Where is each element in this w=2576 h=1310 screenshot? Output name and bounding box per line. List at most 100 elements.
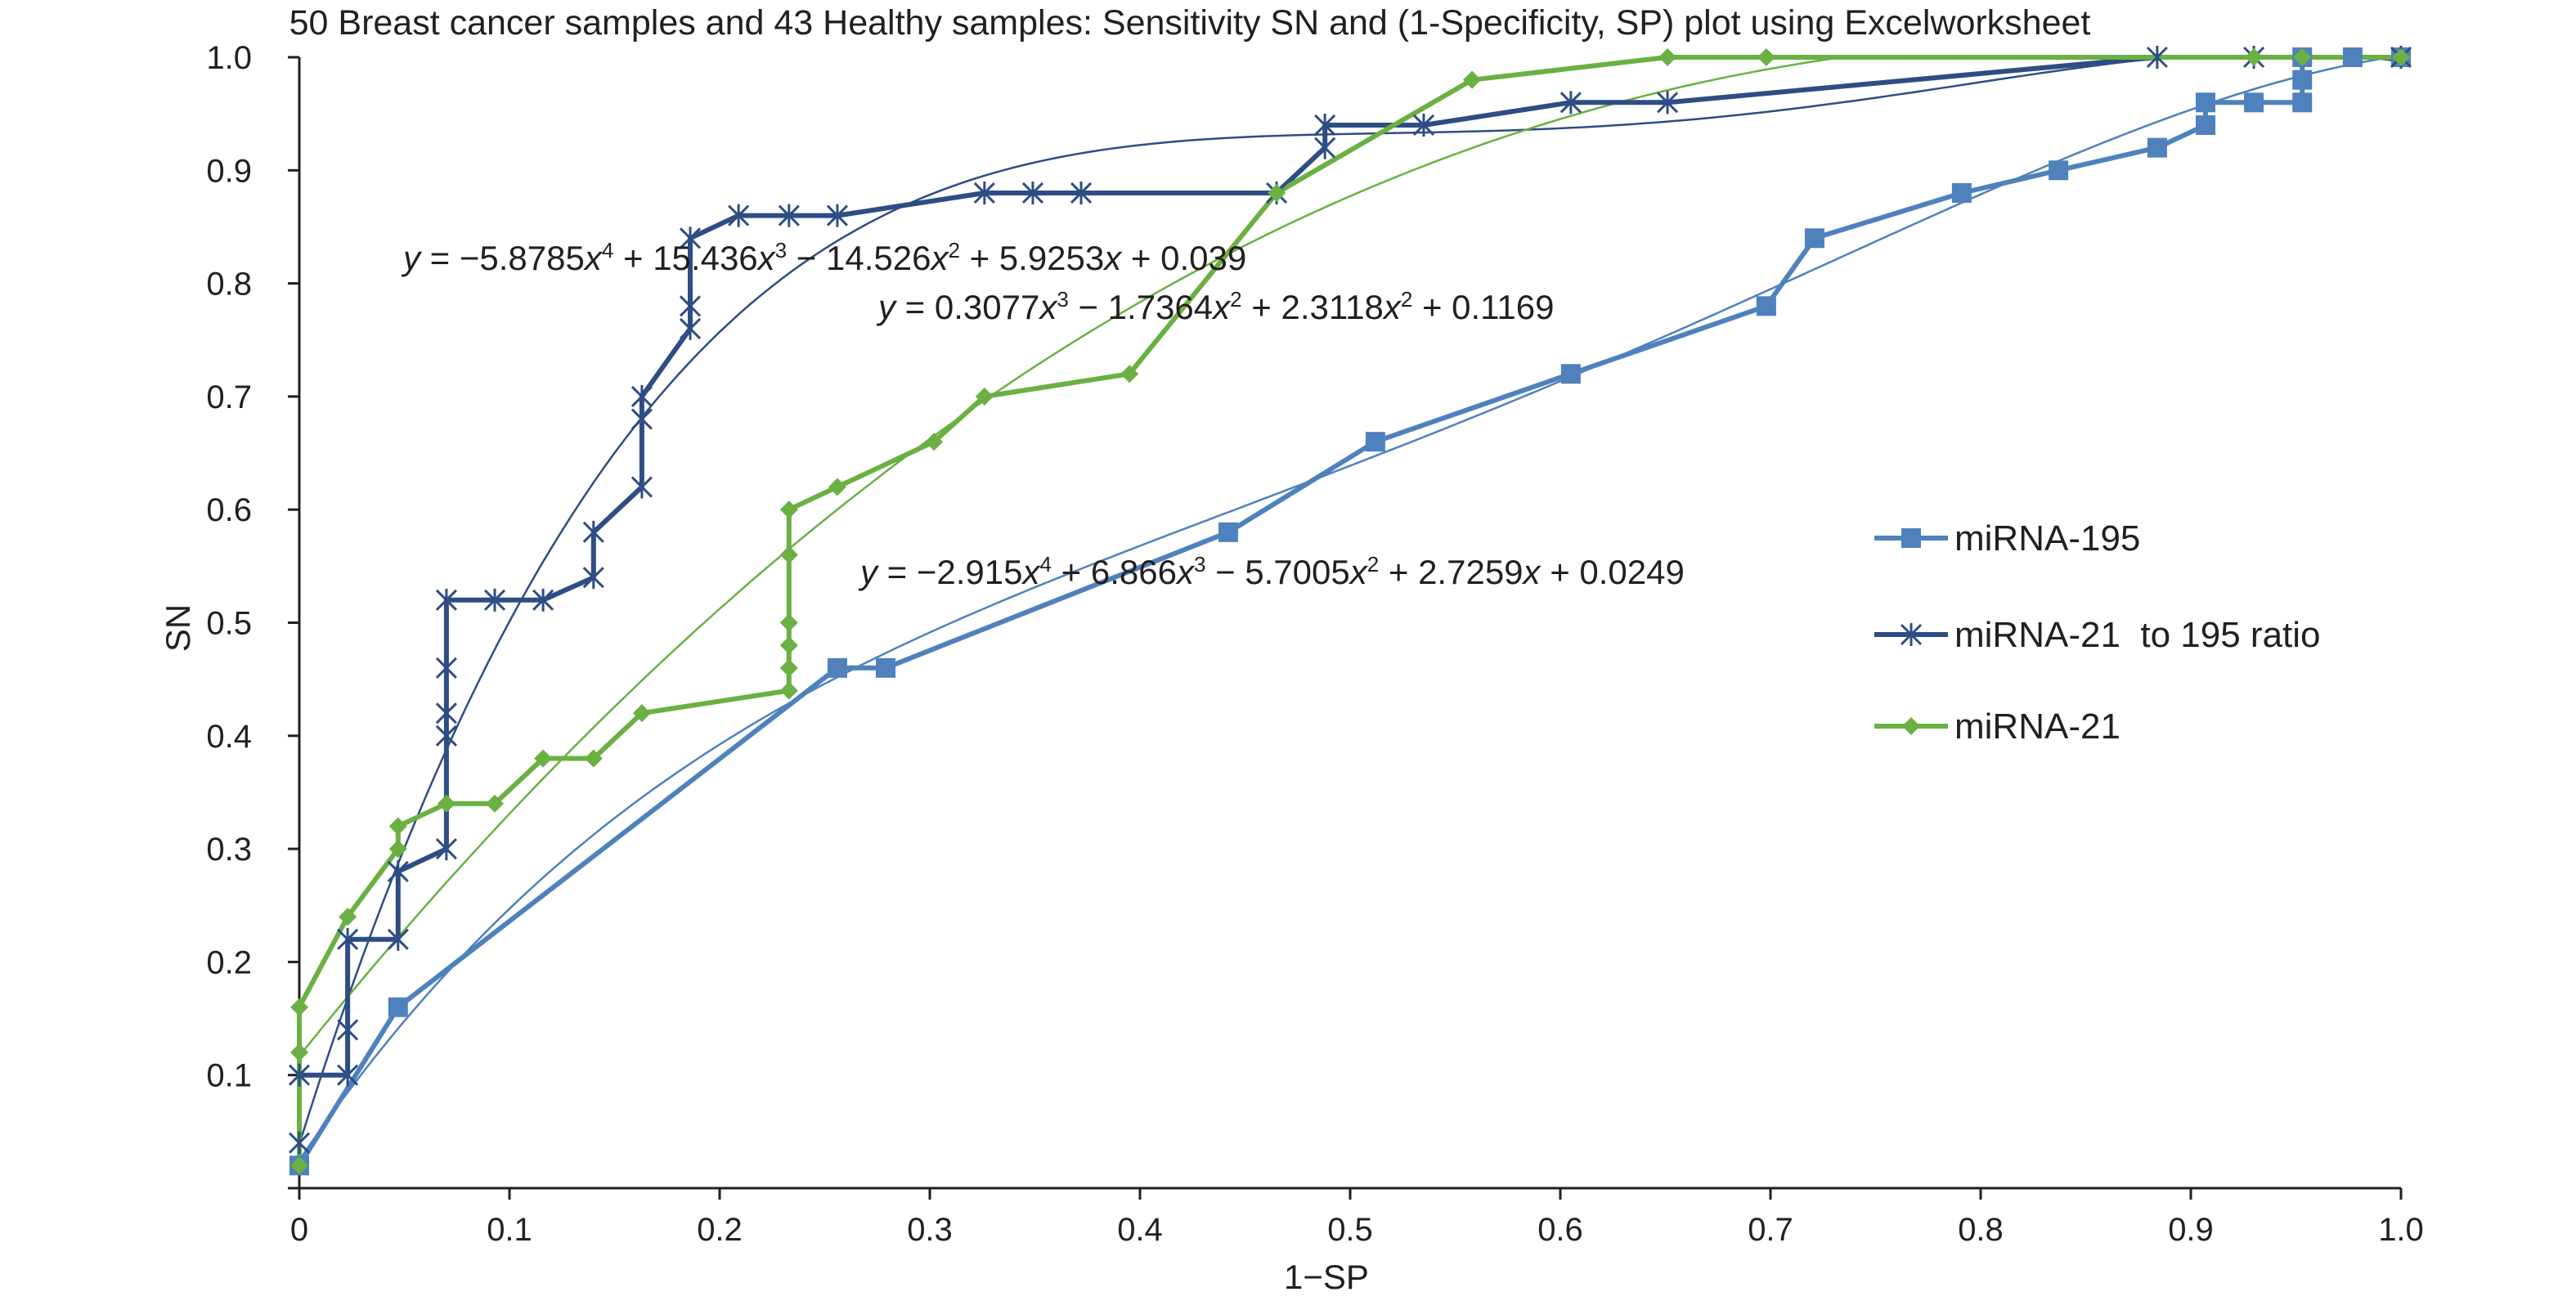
data-point [1268,183,1286,202]
legend-item: miRNA-21 to 195 ratio [1874,615,2321,655]
legend-marker [1900,623,1923,646]
data-point [1757,48,1775,66]
x-tick-label: 0.4 [1117,1212,1163,1248]
data-point [2342,47,2363,67]
data-point [1463,70,1482,89]
data-point [1804,228,1824,249]
data-point [1021,181,1043,204]
trendline-mirna-21-to-195-ratio [299,56,2401,1145]
y-tick-label: 1.0 [206,40,252,76]
data-point [1658,48,1677,66]
series-line [297,55,2403,1169]
data-point [435,588,457,612]
data-point [582,566,604,590]
data-point [339,908,357,926]
y-tick-label: 0.7 [206,379,252,415]
data-point [1070,181,1093,204]
x-tick-label: 0 [290,1212,308,1248]
data-point [631,384,653,408]
legend-label: miRNA-195 [1954,518,2140,559]
data-point [337,1063,359,1087]
data-point [486,794,505,813]
data-point [779,500,798,519]
x-tick-label: 0.5 [1327,1212,1373,1248]
data-point [387,927,409,951]
y-tick-label: 0.1 [206,1058,252,1094]
series-markers [288,46,2412,1176]
data-point [2147,137,2167,158]
data-point [779,681,798,700]
data-point [632,704,651,723]
data-point [1314,136,1336,159]
legend-item: miRNA-195 [1874,518,2140,559]
x-tick-label: 0.9 [2168,1212,2214,1248]
y-axis-label: SN [159,604,197,652]
trendline-equation: y = −5.8785x4 + 15.436x3 − 14.526x2 + 5.… [401,238,1246,277]
data-point [388,817,407,836]
trendline-equations: y = −5.8785x4 + 15.436x3 − 14.526x2 + 5.… [401,238,1685,591]
y-tick-label: 0.5 [206,606,252,642]
data-point [582,520,604,544]
data-point [975,387,994,406]
data-point [876,657,896,678]
data-point [2146,46,2168,69]
legend: miRNA-195 miRNA-21 to 195 ratio miRNA-21 [1874,518,2321,747]
data-point [826,204,848,227]
data-point [2244,92,2264,113]
trendline-mirna-21 [299,56,2401,1057]
data-point [483,588,506,612]
data-point [288,1131,311,1155]
legend-label: miRNA-21 [1954,707,2120,747]
data-point [779,658,798,677]
data-point [288,1063,311,1087]
x-tick-label: 0.7 [1748,1212,1793,1248]
data-point [973,181,995,204]
data-point [2293,48,2312,66]
data-point [828,478,846,496]
data-point [925,433,944,451]
data-point [2292,70,2313,90]
data-point [778,204,800,227]
data-point [2195,114,2215,135]
y-tick-label: 0.3 [206,832,252,868]
data-point [728,204,750,227]
data-point [1314,113,1336,137]
legend-marker [1901,528,1921,548]
data-point [388,997,408,1017]
x-axis-label: 1−SP [1284,1258,1369,1296]
y-tick-label: 0.2 [206,944,252,980]
legend-label: miRNA-21 to 195 ratio [1954,615,2321,655]
data-point [827,657,847,678]
data-point [779,613,798,632]
plot-background [299,57,2401,1188]
y-tick-label: 0.8 [206,267,252,303]
x-tick-label: 0.1 [487,1212,532,1248]
data-point [1560,364,1581,384]
data-point [679,227,702,250]
data-point [532,588,554,612]
data-point [2195,92,2215,113]
data-point [1365,432,1385,452]
data-point [388,840,407,859]
x-tick-label: 0.8 [1958,1212,2004,1248]
data-point [679,316,702,340]
x-tick-label: 1.0 [2378,1212,2424,1248]
data-point [2292,92,2313,113]
data-point [1560,91,1582,114]
x-tick-label: 0.3 [907,1212,953,1248]
data-point [437,794,456,813]
data-point [290,1043,308,1062]
legend-marker [1902,717,1920,735]
data-point [2245,48,2264,66]
data-point [435,837,457,861]
legend-item: miRNA-21 [1874,707,2120,747]
data-point [435,656,457,680]
data-point [1756,296,1776,316]
data-point [435,702,457,725]
x-tick-label: 0.6 [1537,1212,1583,1248]
data-point [435,724,457,747]
y-tick-label: 0.6 [206,492,252,528]
data-point [290,998,308,1016]
